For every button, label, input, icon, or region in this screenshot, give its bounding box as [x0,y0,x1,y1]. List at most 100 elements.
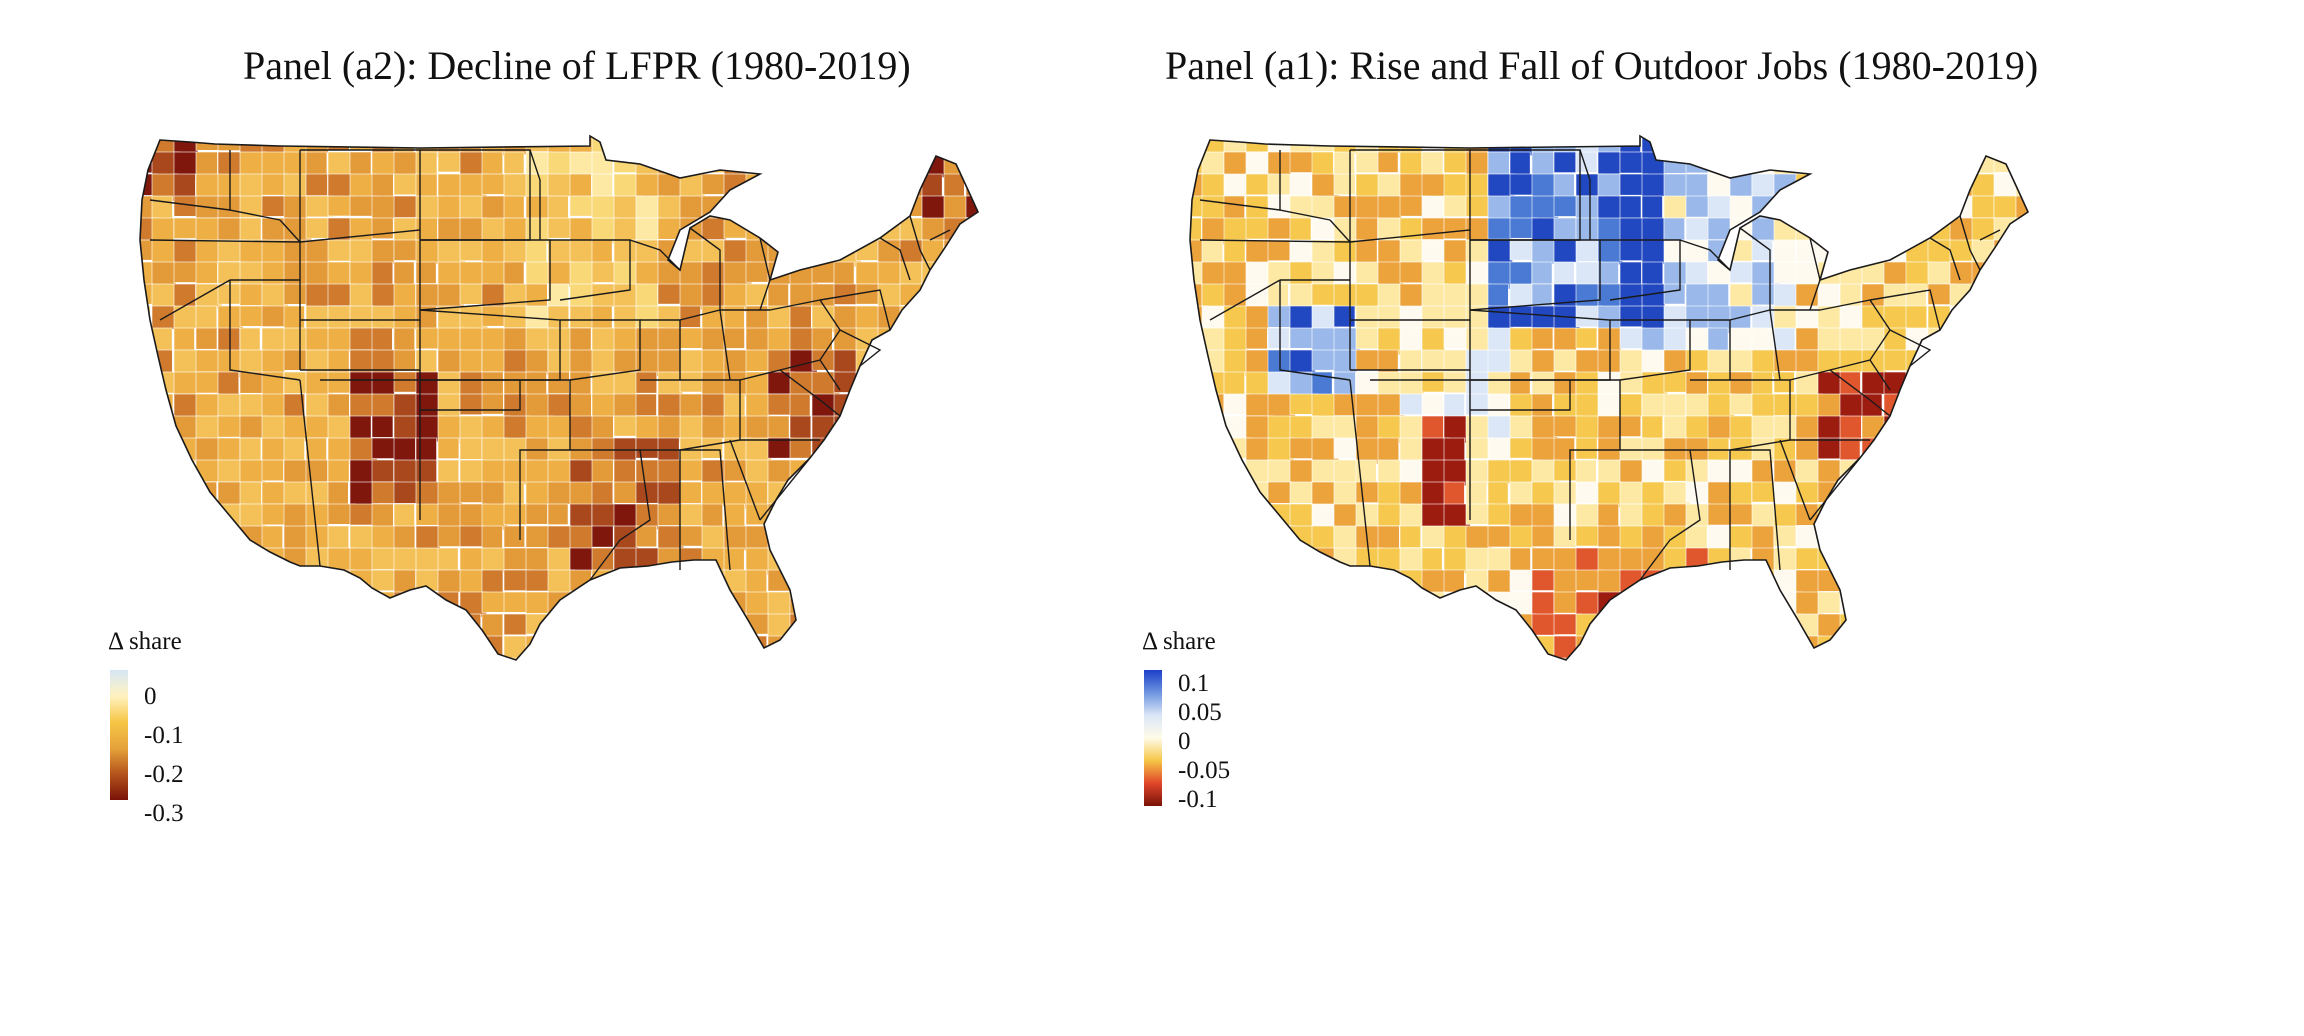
county-cell [2038,614,2066,638]
county-cell [1509,657,1532,660]
county-cell [811,547,837,575]
county-cell [965,371,978,395]
county-cell [371,195,396,220]
county-cell [140,437,154,462]
county-cell [1355,415,1382,443]
county-cell [1377,151,1399,173]
county-cell [1443,657,1471,660]
county-cell [745,657,770,660]
county-cell [1223,613,1252,639]
county-cell [899,261,923,287]
county-cell [239,283,263,306]
county-cell [173,657,196,660]
county-cell [261,481,285,505]
county-cell [261,459,284,482]
state-boundary-line [419,239,551,311]
county-cell [811,283,836,308]
county-cell [1993,136,2016,152]
county-cell [833,525,863,551]
county-cell [1267,591,1296,617]
county-cell [1575,481,1599,504]
county-cell [283,525,309,552]
county-cell [1531,217,1558,243]
county-cell [1487,349,1512,375]
county-cell [723,635,749,660]
county-cell [261,305,287,327]
county-cell [459,459,485,485]
county-cell [1729,569,1754,598]
county-cell [2038,372,2062,396]
county-cell [2038,394,2059,417]
county-cell [349,591,376,618]
county-cell [327,459,350,483]
county-cell [151,569,177,591]
county-cell [393,327,415,352]
county-cell [1399,283,1423,307]
county-cell [679,569,707,591]
county-cell [1487,481,1509,507]
county-cell [217,613,241,641]
state-boundary-line [1679,239,1731,271]
county-cell [1861,327,1885,351]
county-cell [1927,327,1953,349]
county-cell [2038,548,2063,574]
county-cell [1421,635,1450,660]
county-cell [371,217,394,240]
county-cell [877,437,901,460]
county-cell [1971,569,1993,594]
county-cell [1190,415,1204,437]
county-cell [679,459,704,482]
county-cell [1443,349,1467,376]
county-cell [701,503,723,527]
county-cell [2015,327,2028,350]
county-cell [1201,525,1223,550]
county-cell [349,415,372,442]
county-cell [1817,657,1842,660]
county-cell [613,393,638,417]
county-cell [1311,349,1336,371]
county-cell [1377,525,1400,552]
county-cell [1861,173,1888,201]
county-cell [1190,591,1204,617]
county-cell [1949,393,1976,419]
county-cell [459,437,483,460]
county-cell [1883,151,1907,180]
county-cell [1245,635,1272,660]
county-cell [195,239,221,265]
county-cell [239,547,267,570]
county-cell [503,261,525,288]
county-cell [1927,569,1950,595]
county-cell [239,613,262,635]
county-cell [877,327,905,356]
county-cell [899,569,924,591]
county-cell [1993,415,2017,441]
county-cell [261,349,285,375]
county-cell [1597,151,1621,175]
county-cell [1861,136,1886,152]
county-cell [1333,195,1358,218]
county-cell [195,525,221,551]
county-cell [349,569,373,594]
county-cell [723,136,750,155]
county-cell [1355,261,1379,284]
state-boundary-line [819,289,891,331]
county-cell [217,525,239,554]
county-cell [2015,305,2028,330]
county-cell [569,525,594,550]
county-cell [1883,349,1909,371]
county-cell [1773,635,1801,660]
county-cell [943,569,969,593]
county-cell [1531,327,1554,350]
county-cell [988,152,1009,176]
county-cell [1927,481,1956,510]
county-cell [1399,437,1423,463]
county-cell [591,327,615,354]
state-boundary-line [159,279,231,321]
county-cell [1993,261,2016,287]
county-cell [613,173,639,199]
county-cell [305,481,330,505]
county-cell [723,195,752,219]
county-cell [789,151,817,180]
county-cell [1795,349,1819,372]
county-cell [921,136,950,155]
